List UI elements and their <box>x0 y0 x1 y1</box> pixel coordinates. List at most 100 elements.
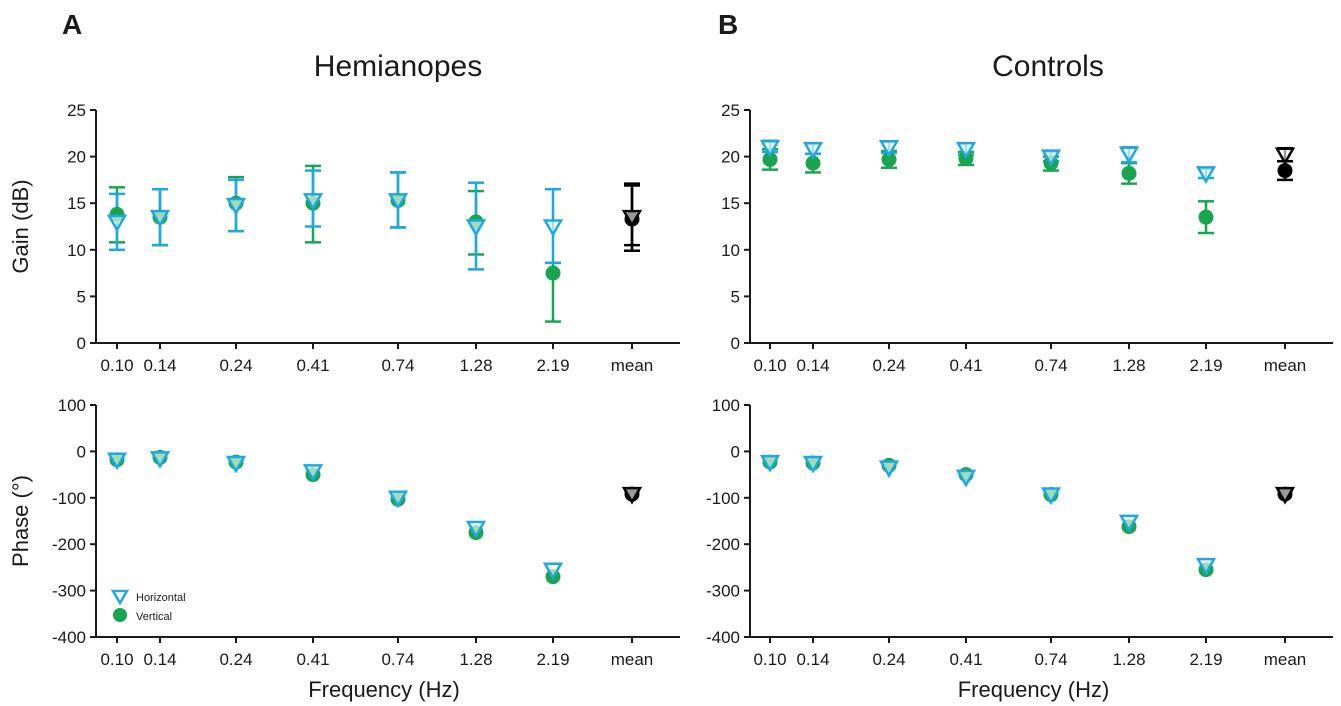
point-horizontal <box>1274 486 1296 505</box>
x-tick-label: 0.24 <box>219 650 252 669</box>
point-horizontal <box>1040 149 1062 168</box>
y-tick-label: 5 <box>77 287 86 306</box>
legend-vertical-marker <box>113 608 127 622</box>
point-horizontal <box>387 490 409 509</box>
y-tick-label: 20 <box>67 148 86 167</box>
x-tick-label: 0.24 <box>872 650 905 669</box>
y-tick-label: 15 <box>67 194 86 213</box>
y-tick-label: -100 <box>52 489 86 508</box>
point-horizontal <box>878 460 900 479</box>
point-horizontal <box>802 455 824 474</box>
panel-letter-b: B <box>718 9 738 40</box>
y-tick-label: 20 <box>721 148 740 167</box>
y-tick-label: 5 <box>731 287 740 306</box>
y-tick-label: 10 <box>67 241 86 260</box>
point-vertical <box>1277 163 1293 179</box>
y-axis-label: Phase (°) <box>8 475 33 567</box>
y-tick-label: 0 <box>731 442 740 461</box>
x-tick-label: 0.10 <box>100 650 133 669</box>
point-vertical <box>762 151 778 167</box>
x-tick-label: 0.10 <box>100 356 133 375</box>
point-horizontal <box>387 193 409 211</box>
x-tick-label: 0.41 <box>949 650 982 669</box>
y-tick-label: 10 <box>721 241 740 260</box>
x-tick-label: 1.28 <box>459 356 492 375</box>
point-horizontal <box>1195 166 1217 184</box>
y-tick-label: 25 <box>67 101 86 120</box>
y-tick-label: 0 <box>77 334 86 353</box>
x-tick-label: 2.19 <box>536 650 569 669</box>
point-horizontal <box>225 197 247 216</box>
y-tick-label: -200 <box>706 535 740 554</box>
point-horizontal <box>1118 514 1140 533</box>
x-tick-label: 0.74 <box>1034 650 1067 669</box>
x-tick-label: 0.10 <box>753 356 786 375</box>
point-horizontal <box>759 454 781 473</box>
x-tick-label: 0.41 <box>296 356 329 375</box>
point-horizontal <box>621 486 643 505</box>
point-horizontal <box>225 455 247 474</box>
point-vertical <box>1121 165 1137 181</box>
point-horizontal <box>1040 487 1062 506</box>
point-vertical <box>881 151 897 167</box>
x-axis-label: Frequency (Hz) <box>308 677 460 702</box>
y-tick-label: -400 <box>52 628 86 647</box>
legend-horizontal-label: Horizontal <box>136 592 186 604</box>
y-tick-label: 25 <box>721 101 740 120</box>
point-horizontal <box>878 140 900 158</box>
x-tick-label: 0.10 <box>753 650 786 669</box>
point-horizontal <box>106 452 128 471</box>
legend: Horizontal Vertical <box>110 589 186 623</box>
x-tick-label: mean <box>1264 650 1307 669</box>
x-tick-label: 1.28 <box>459 650 492 669</box>
point-horizontal <box>465 520 487 539</box>
point-horizontal <box>106 214 128 233</box>
x-axis-label: Frequency (Hz) <box>958 677 1110 702</box>
legend-horizontal-marker <box>110 589 130 606</box>
point-horizontal <box>1195 557 1217 576</box>
y-tick-label: -300 <box>52 582 86 601</box>
point-horizontal <box>1274 147 1296 166</box>
y-tick-label: 15 <box>721 194 740 213</box>
y-tick-label: 100 <box>712 396 740 415</box>
subplot-b-gain: 0 5 10 15 20 25 0.10 0.14 0.24 0.41 0.74 1.28 2.19 me… <box>721 101 1333 375</box>
x-tick-label: 0.24 <box>872 356 905 375</box>
x-tick-label: mean <box>611 356 654 375</box>
x-tick-label: 2.19 <box>1189 356 1222 375</box>
point-horizontal <box>759 140 781 158</box>
point-horizontal <box>149 451 171 469</box>
point-horizontal <box>302 464 324 482</box>
point-horizontal <box>955 469 977 488</box>
x-tick-label: 2.19 <box>536 356 569 375</box>
y-tick-label: -100 <box>706 489 740 508</box>
point-horizontal <box>1118 146 1140 165</box>
x-tick-label: 0.24 <box>219 356 252 375</box>
point-vertical <box>805 155 821 171</box>
x-tick-label: mean <box>611 650 654 669</box>
point-horizontal <box>542 219 564 238</box>
group-title-hemianopes: Hemianopes <box>314 50 482 83</box>
point-horizontal <box>149 209 171 228</box>
x-tick-label: 0.41 <box>296 650 329 669</box>
y-axis-label: Gain (dB) <box>8 179 33 273</box>
panel-letter-a: A <box>62 9 82 40</box>
plot-area: 0 5 10 15 20 25 0.10 0.14 0.24 0.41 0.74 1.28 2.19 me… <box>8 101 1333 702</box>
point-horizontal <box>621 209 643 228</box>
point-horizontal <box>802 141 824 160</box>
point-horizontal <box>302 193 324 211</box>
x-tick-label: 0.74 <box>1034 356 1067 375</box>
point-vertical <box>1198 209 1214 225</box>
subplot-b-phase: -400 -300 -200 -100 0 100 0.10 0.14 0.24 0.41 0.74… <box>706 396 1333 702</box>
x-tick-label: 0.74 <box>381 356 414 375</box>
subplot-a-phase: -400 -300 -200 -100 0 100 0.10 0.14 0.24 0.41 0.74… <box>8 396 680 702</box>
y-tick-label: 100 <box>58 396 86 415</box>
group-title-controls: Controls <box>992 50 1104 83</box>
point-vertical <box>545 265 561 281</box>
y-tick-label: -400 <box>706 628 740 647</box>
x-tick-label: 1.28 <box>1112 650 1145 669</box>
x-tick-label: 0.14 <box>796 650 829 669</box>
x-tick-label: 1.28 <box>1112 356 1145 375</box>
subplot-a-gain: 0 5 10 15 20 25 0.10 0.14 0.24 0.41 0.74 1.28 2.19 me… <box>8 101 680 375</box>
x-tick-label: 0.14 <box>143 650 176 669</box>
